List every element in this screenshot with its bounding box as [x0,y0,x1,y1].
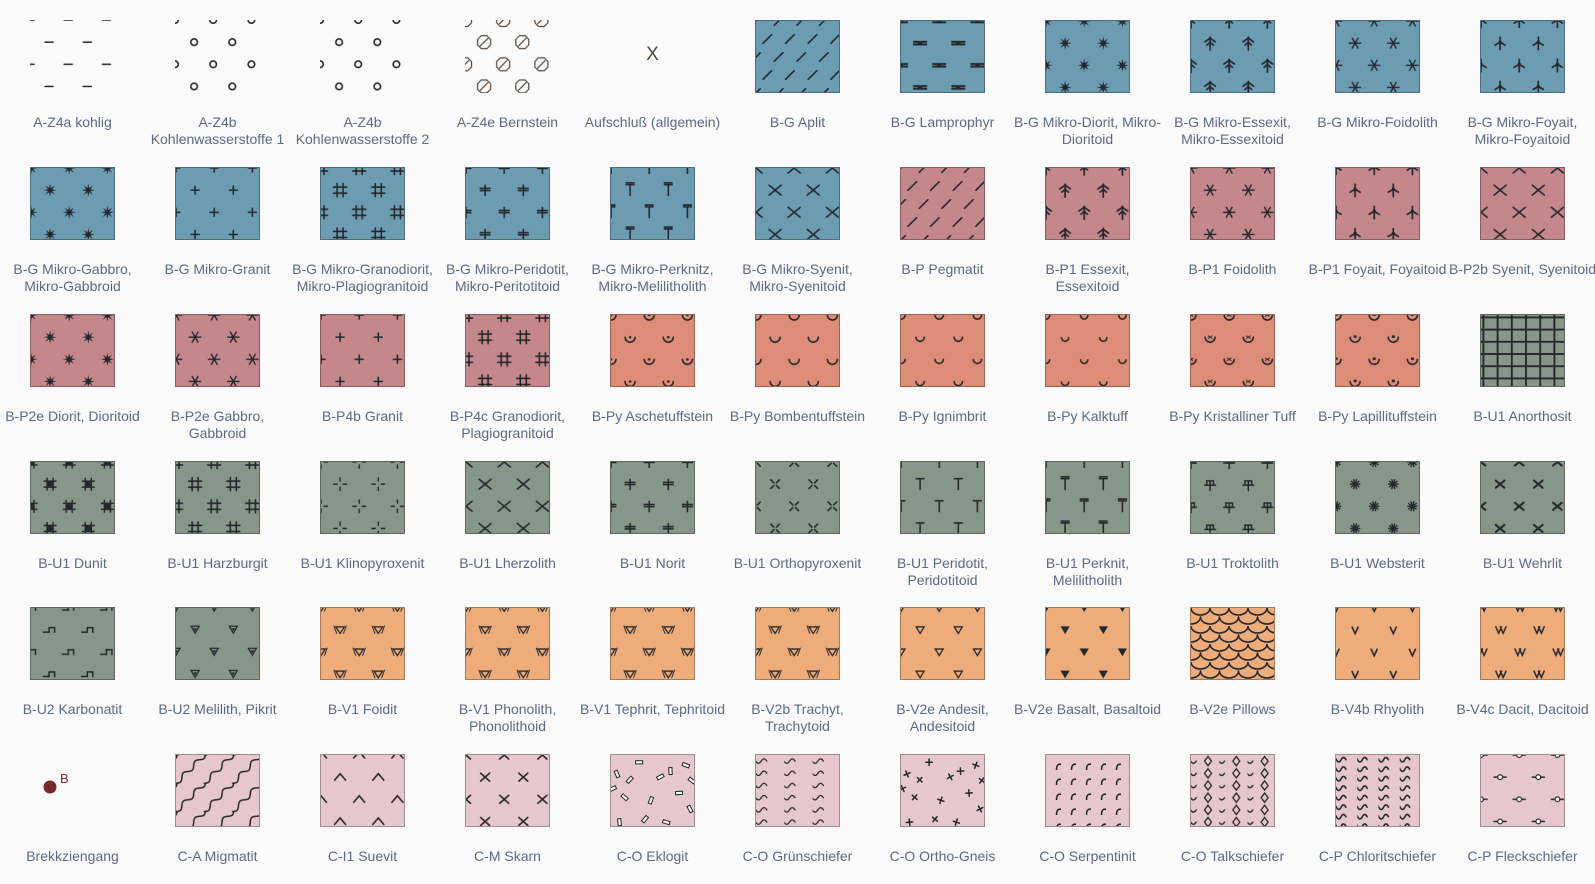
svg-text:B: B [60,771,69,786]
